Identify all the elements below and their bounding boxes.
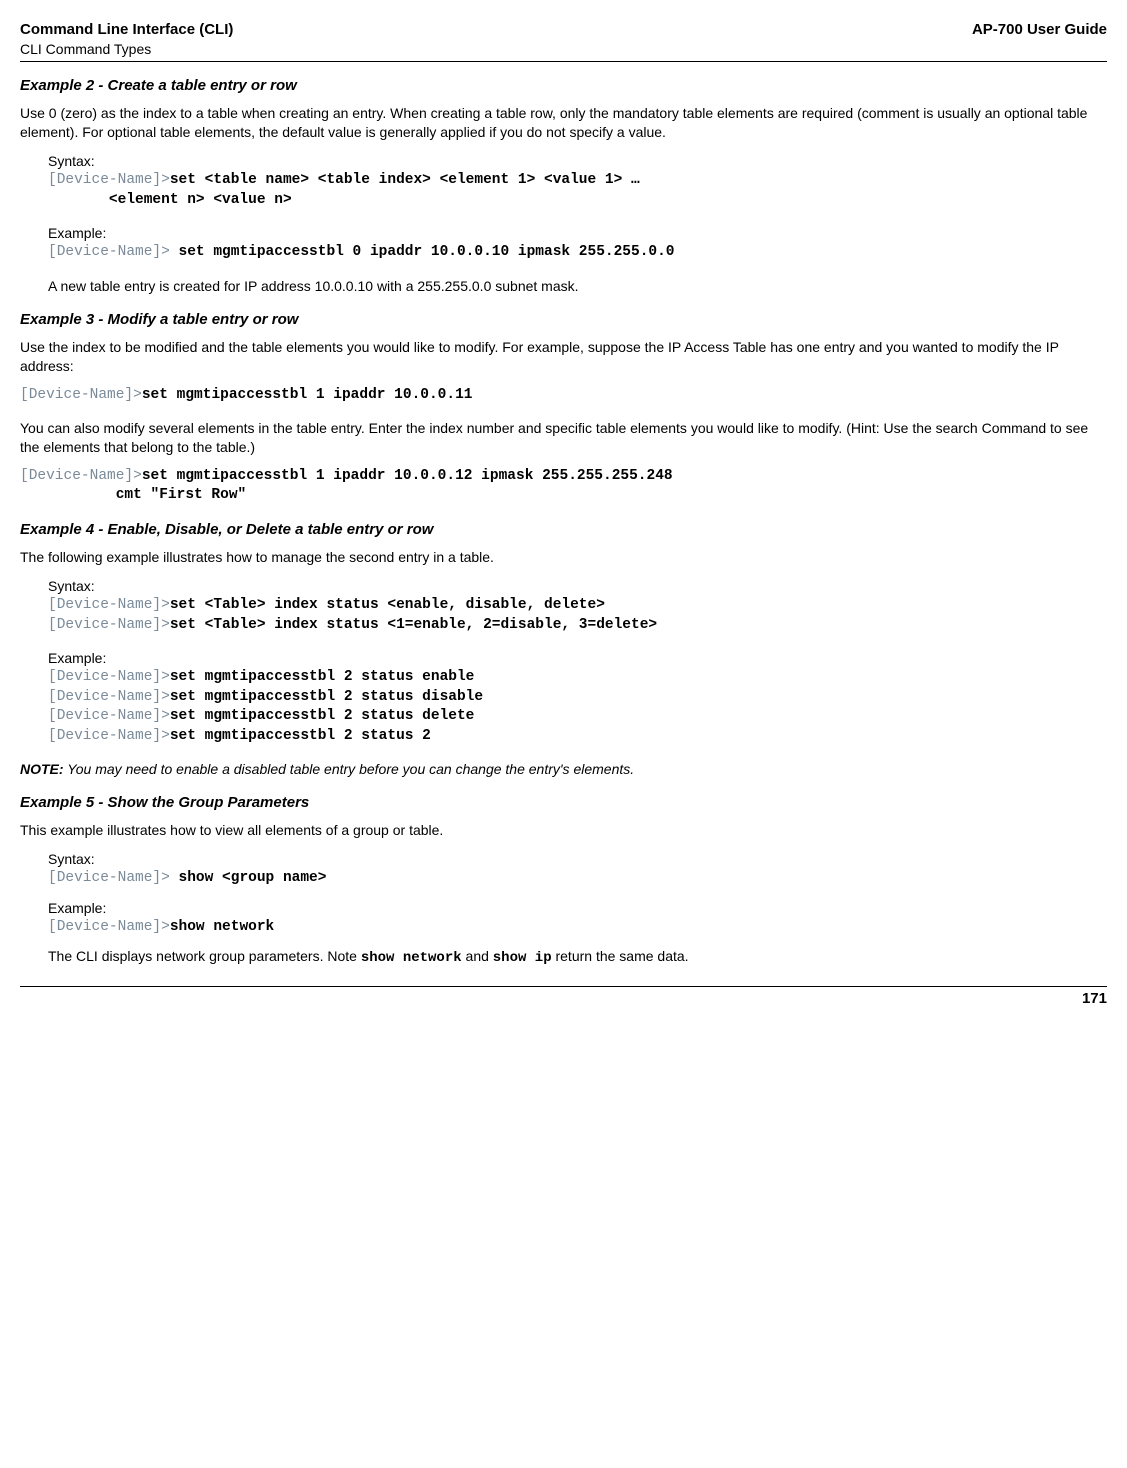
example5-syntax-block: Syntax: [Device-Name]> show <group name> (48, 850, 1107, 888)
example3-code2: [Device-Name]>set mgmtipaccesstbl 1 ipad… (20, 467, 1107, 506)
example2-heading: Example 2 - Create a table entry or row (20, 76, 1107, 96)
example4-syntax-line1: [Device-Name]>set <Table> index status <… (48, 596, 1107, 616)
cli-command: set mgmtipaccesstbl 1 ipaddr 10.0.0.11 (142, 387, 473, 403)
inline-command-1: show network (361, 950, 462, 966)
example2-example-line: [Device-Name]> set mgmtipaccesstbl 0 ipa… (48, 243, 1107, 263)
cli-prompt: [Device-Name]> (20, 387, 142, 403)
example2-example-block: Example: [Device-Name]> set mgmtipaccess… (48, 224, 1107, 262)
example5-para: This example illustrates how to view all… (20, 821, 1107, 840)
header-title: Command Line Interface (CLI) (20, 20, 233, 40)
example3-code1: [Device-Name]>set mgmtipaccesstbl 1 ipad… (20, 386, 1107, 406)
example4-ex-line1: [Device-Name]>set mgmtipaccesstbl 2 stat… (48, 668, 1107, 688)
example5-syntax-line: [Device-Name]> show <group name> (48, 869, 1107, 889)
cli-prompt: [Device-Name]> (20, 468, 142, 484)
result-text-a: The CLI displays network group parameter… (48, 948, 361, 964)
note-label: NOTE: (20, 761, 64, 777)
cli-prompt: [Device-Name]> (48, 669, 170, 685)
example3-code2-line1: [Device-Name]>set mgmtipaccesstbl 1 ipad… (20, 467, 1107, 487)
header-guide: AP-700 User Guide (972, 20, 1107, 59)
cli-command: cmt "First Row" (20, 487, 246, 503)
example3-para2: You can also modify several elements in … (20, 419, 1107, 457)
note-body: You may need to enable a disabled table … (64, 761, 635, 777)
cli-command: show network (170, 919, 274, 935)
example2-syntax-line1: [Device-Name]>set <table name> <table in… (48, 171, 1107, 191)
result-text-b: and (462, 948, 493, 964)
cli-prompt: [Device-Name]> (48, 689, 170, 705)
example4-syntax-block: Syntax: [Device-Name]>set <Table> index … (48, 577, 1107, 635)
example5-result: The CLI displays network group parameter… (48, 947, 1107, 968)
example3-code1-line: [Device-Name]>set mgmtipaccesstbl 1 ipad… (20, 386, 1107, 406)
inline-command-2: show ip (493, 950, 552, 966)
cli-command: set mgmtipaccesstbl 0 ipaddr 10.0.0.10 i… (179, 244, 675, 260)
cli-prompt: [Device-Name]> (48, 870, 179, 886)
example4-syntax-line2: [Device-Name]>set <Table> index status <… (48, 616, 1107, 636)
cli-prompt: [Device-Name]> (48, 244, 179, 260)
example-label: Example: (48, 649, 1107, 668)
page-footer: 171 (20, 986, 1107, 1009)
cli-command: set mgmtipaccesstbl 2 status enable (170, 669, 475, 685)
cli-prompt: [Device-Name]> (48, 919, 170, 935)
cli-prompt: [Device-Name]> (48, 617, 170, 633)
example2-result: A new table entry is created for IP addr… (48, 277, 1107, 296)
example-label: Example: (48, 899, 1107, 918)
cli-prompt: [Device-Name]> (48, 172, 170, 188)
example5-heading: Example 5 - Show the Group Parameters (20, 793, 1107, 813)
syntax-label: Syntax: (48, 577, 1107, 596)
example5-example-block: Example: [Device-Name]>show network (48, 899, 1107, 937)
header-left: Command Line Interface (CLI) CLI Command… (20, 20, 233, 59)
cli-command: <element n> <value n> (48, 192, 292, 208)
cli-command: set mgmtipaccesstbl 2 status 2 (170, 728, 431, 744)
syntax-label: Syntax: (48, 152, 1107, 171)
page-header: Command Line Interface (CLI) CLI Command… (20, 20, 1107, 62)
cli-command: set <Table> index status <1=enable, 2=di… (170, 617, 657, 633)
example3-code2-line2: cmt "First Row" (20, 486, 1107, 506)
example3-para1: Use the index to be modified and the tab… (20, 338, 1107, 376)
cli-command: set <Table> index status <enable, disabl… (170, 597, 605, 613)
example4-ex-line2: [Device-Name]>set mgmtipaccesstbl 2 stat… (48, 688, 1107, 708)
cli-prompt: [Device-Name]> (48, 728, 170, 744)
example5-example-line: [Device-Name]>show network (48, 918, 1107, 938)
header-subtitle: CLI Command Types (20, 40, 233, 59)
example4-note: NOTE: You may need to enable a disabled … (20, 760, 1107, 779)
example2-syntax-block: Syntax: [Device-Name]>set <table name> <… (48, 152, 1107, 210)
cli-prompt: [Device-Name]> (48, 708, 170, 724)
cli-command: set mgmtipaccesstbl 2 status delete (170, 708, 475, 724)
cli-prompt: [Device-Name]> (48, 597, 170, 613)
example3-heading: Example 3 - Modify a table entry or row (20, 310, 1107, 330)
example2-intro: Use 0 (zero) as the index to a table whe… (20, 104, 1107, 142)
syntax-label: Syntax: (48, 850, 1107, 869)
example-label: Example: (48, 224, 1107, 243)
example4-ex-line4: [Device-Name]>set mgmtipaccesstbl 2 stat… (48, 727, 1107, 747)
cli-command: set <table name> <table index> <element … (170, 172, 640, 188)
example4-example-block: Example: [Device-Name]>set mgmtipaccesst… (48, 649, 1107, 746)
cli-command: set mgmtipaccesstbl 2 status disable (170, 689, 483, 705)
cli-command: show <group name> (179, 870, 327, 886)
result-text-c: return the same data. (552, 948, 689, 964)
example2-syntax-line2: <element n> <value n> (48, 191, 1107, 211)
example4-para: The following example illustrates how to… (20, 548, 1107, 567)
cli-command: set mgmtipaccesstbl 1 ipaddr 10.0.0.12 i… (142, 468, 682, 484)
page-number: 171 (1082, 990, 1107, 1007)
example4-heading: Example 4 - Enable, Disable, or Delete a… (20, 520, 1107, 540)
example4-ex-line3: [Device-Name]>set mgmtipaccesstbl 2 stat… (48, 707, 1107, 727)
